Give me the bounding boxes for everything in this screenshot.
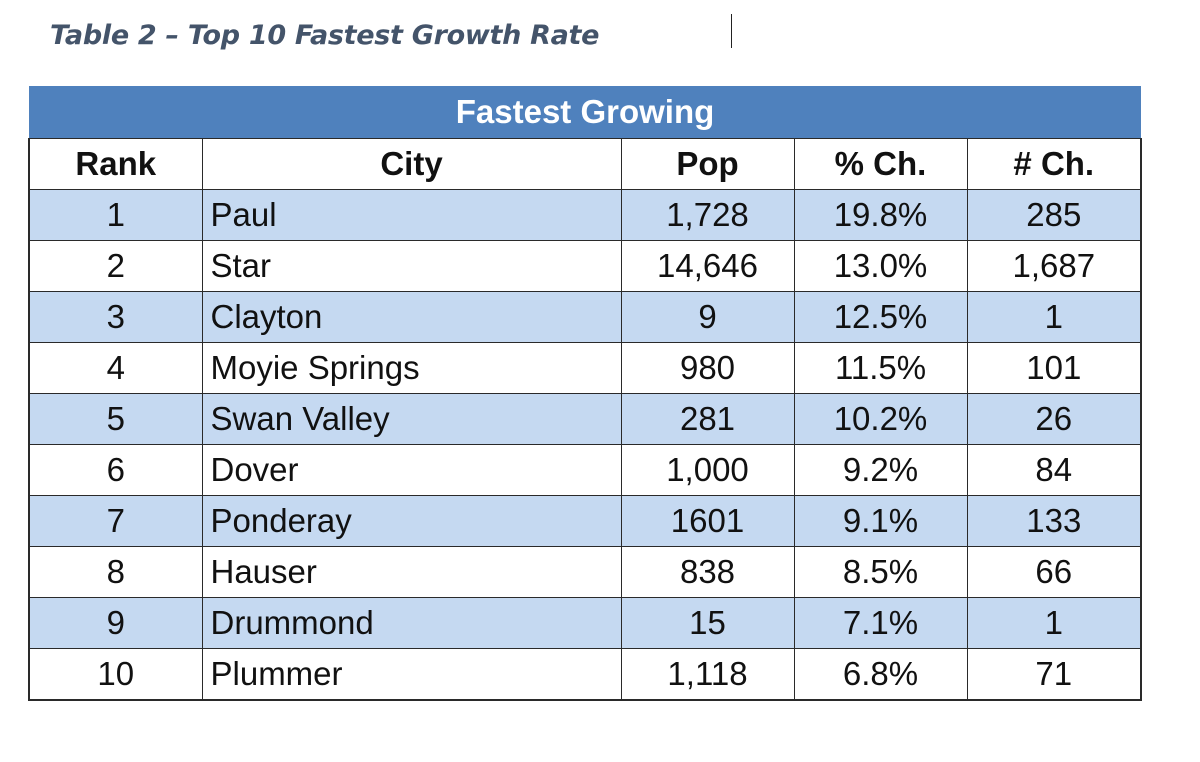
cell-rank: 6 bbox=[28, 444, 203, 496]
cell-rank: 5 bbox=[28, 393, 203, 445]
table-row: 7 Ponderay 1601 9.1% 133 bbox=[28, 495, 1143, 547]
table-header-row: Rank City Pop % Ch. # Ch. bbox=[28, 138, 1143, 190]
cell-rank: 10 bbox=[28, 648, 203, 701]
cell-num-change: 101 bbox=[966, 342, 1143, 394]
cell-num-change: 1,687 bbox=[966, 240, 1143, 292]
header-num-change: # Ch. bbox=[966, 138, 1143, 190]
cell-rank: 7 bbox=[28, 495, 203, 547]
table-row: 5 Swan Valley 281 10.2% 26 bbox=[28, 393, 1143, 445]
cell-pop: 9 bbox=[620, 291, 795, 343]
cell-pct-change: 9.2% bbox=[793, 444, 968, 496]
cell-num-change: 26 bbox=[966, 393, 1143, 445]
cell-num-change: 1 bbox=[966, 597, 1143, 649]
table-row: 10 Plummer 1,118 6.8% 71 bbox=[28, 648, 1143, 701]
cell-rank: 4 bbox=[28, 342, 203, 394]
table-row: 4 Moyie Springs 980 11.5% 101 bbox=[28, 342, 1143, 394]
table-row: 2 Star 14,646 13.0% 1,687 bbox=[28, 240, 1143, 292]
table-row: 6 Dover 1,000 9.2% 84 bbox=[28, 444, 1143, 496]
cell-num-change: 133 bbox=[966, 495, 1143, 547]
table-row: 3 Clayton 9 12.5% 1 bbox=[28, 291, 1143, 343]
cell-city: Ponderay bbox=[201, 495, 622, 547]
cell-num-change: 1 bbox=[966, 291, 1143, 343]
cell-pop: 1,000 bbox=[620, 444, 795, 496]
header-pop: Pop bbox=[620, 138, 795, 190]
cell-pct-change: 7.1% bbox=[793, 597, 968, 649]
cell-pct-change: 11.5% bbox=[793, 342, 968, 394]
text-cursor bbox=[731, 14, 732, 48]
cell-pop: 1,728 bbox=[620, 189, 795, 241]
cell-city: Hauser bbox=[201, 546, 622, 598]
fastest-growing-table: Fastest Growing Rank City Pop % Ch. # Ch… bbox=[28, 86, 1143, 701]
cell-num-change: 285 bbox=[966, 189, 1143, 241]
table-row: 8 Hauser 838 8.5% 66 bbox=[28, 546, 1143, 598]
cell-pop: 838 bbox=[620, 546, 795, 598]
cell-pct-change: 19.8% bbox=[793, 189, 968, 241]
cell-pop: 1601 bbox=[620, 495, 795, 547]
cell-pop: 14,646 bbox=[620, 240, 795, 292]
cell-rank: 3 bbox=[28, 291, 203, 343]
cell-rank: 2 bbox=[28, 240, 203, 292]
cell-rank: 8 bbox=[28, 546, 203, 598]
cell-pop: 15 bbox=[620, 597, 795, 649]
cell-pct-change: 8.5% bbox=[793, 546, 968, 598]
header-city: City bbox=[201, 138, 622, 190]
cell-city: Dover bbox=[201, 444, 622, 496]
cell-rank: 9 bbox=[28, 597, 203, 649]
cell-pct-change: 13.0% bbox=[793, 240, 968, 292]
cell-pct-change: 10.2% bbox=[793, 393, 968, 445]
cell-city: Moyie Springs bbox=[201, 342, 622, 394]
header-pct-change: % Ch. bbox=[793, 138, 968, 190]
cell-city: Drummond bbox=[201, 597, 622, 649]
cell-city: Star bbox=[201, 240, 622, 292]
header-rank: Rank bbox=[28, 138, 203, 190]
cell-pop: 1,118 bbox=[620, 648, 795, 701]
table-row: 1 Paul 1,728 19.8% 285 bbox=[28, 189, 1143, 241]
cell-num-change: 66 bbox=[966, 546, 1143, 598]
table-caption: Table 2 – Top 10 Fastest Growth Rate bbox=[50, 20, 600, 51]
cell-pct-change: 6.8% bbox=[793, 648, 968, 701]
cell-pop: 281 bbox=[620, 393, 795, 445]
cell-pop: 980 bbox=[620, 342, 795, 394]
cell-num-change: 84 bbox=[966, 444, 1143, 496]
cell-pct-change: 12.5% bbox=[793, 291, 968, 343]
cell-city: Paul bbox=[201, 189, 622, 241]
table-row: 9 Drummond 15 7.1% 1 bbox=[28, 597, 1143, 649]
table-banner: Fastest Growing bbox=[29, 86, 1142, 139]
cell-city: Swan Valley bbox=[201, 393, 622, 445]
cell-city: Plummer bbox=[201, 648, 622, 701]
cell-pct-change: 9.1% bbox=[793, 495, 968, 547]
cell-rank: 1 bbox=[28, 189, 203, 241]
cell-city: Clayton bbox=[201, 291, 622, 343]
cell-num-change: 71 bbox=[966, 648, 1143, 701]
